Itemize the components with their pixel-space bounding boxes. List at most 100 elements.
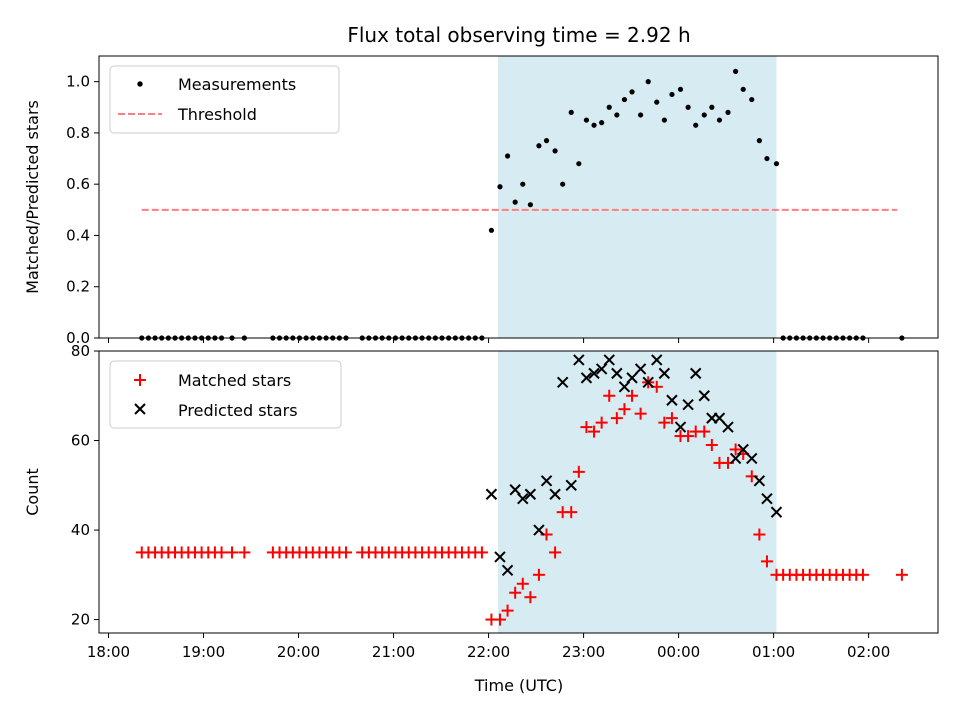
predicted-stars-point (540, 475, 553, 487)
measurements-point (536, 143, 542, 149)
measurements-point (685, 104, 691, 110)
matched-stars-point (226, 546, 239, 559)
matched-stars-point (665, 412, 678, 425)
matched-stars-point (895, 568, 908, 581)
predicted-stars-point (666, 394, 678, 406)
measurements-point (645, 79, 651, 85)
predicted-stars-point (588, 367, 600, 380)
matched-stars-point (501, 604, 514, 617)
measurements-point (504, 153, 511, 159)
predicted-stars-point (746, 452, 758, 465)
x-tick-label: 20:00 (277, 643, 320, 661)
predicted-stars-point (549, 488, 561, 500)
predicted-stars-point (603, 354, 615, 366)
x-tick-label: 22:00 (467, 643, 510, 661)
predicted-stars-point (713, 412, 726, 424)
bottom-y-tick-label: 80 (71, 342, 90, 360)
predicted-stars-point (556, 376, 569, 389)
measurements-point (733, 68, 739, 74)
measurements-point (654, 99, 660, 105)
matched-stars-point (626, 389, 639, 402)
matched-stars-point (610, 412, 623, 425)
measurements-point (693, 122, 699, 128)
predicted-stars-point (682, 399, 694, 411)
predicted-stars-point (501, 564, 514, 577)
predicted-stars-point (573, 354, 585, 366)
predicted-stars-point (565, 479, 577, 491)
measurements-point (543, 138, 550, 144)
predicted-stars-point (533, 524, 545, 536)
top-ticks: 0.0 0.2 0.4 0.6 0.8 1.0 (66, 73, 870, 347)
legend-measurements-marker (137, 81, 143, 87)
predicted-stars-point (517, 493, 529, 505)
top-axes-frame (98, 55, 939, 339)
matched-stars-point (634, 407, 647, 420)
predicted-stars-point (634, 363, 647, 375)
top-y-tick-label: 0.6 (66, 175, 90, 193)
matched-stars-point (549, 546, 562, 559)
matched-stars-point (729, 443, 742, 456)
matched-stars-point (658, 416, 671, 429)
measurements-point (749, 96, 755, 103)
predicted-stars-point (626, 372, 638, 384)
measurements-point (637, 112, 644, 118)
measurements-point (740, 86, 746, 92)
measurements-point (599, 120, 605, 126)
measurements-point (629, 89, 635, 95)
measurements-point (716, 117, 723, 123)
measurements-point (520, 181, 526, 187)
bottom-axes-frame (98, 350, 939, 634)
bottom-legend-box (109, 360, 342, 429)
matched-stars-point (340, 546, 353, 559)
measurements-point (614, 112, 620, 118)
measurements-point (709, 104, 715, 110)
bottom-shaded-span (498, 351, 777, 633)
measurements-point (677, 86, 684, 92)
predicted-stars-point (611, 367, 623, 380)
predicted-stars-point (737, 443, 749, 456)
measurements-point (669, 91, 675, 98)
matched-stars-point (705, 439, 718, 451)
bottom-y-tick-label: 40 (71, 521, 90, 539)
legend-matched-label: Matched stars (178, 371, 291, 390)
top-panel: 0.0 0.2 0.4 0.6 0.8 1.0 Matched/Predicted sta… (23, 55, 939, 347)
chart-title: Flux total observing time = 2.92 h (347, 23, 690, 47)
predicted-stars-point (722, 421, 734, 433)
matched-stars-point (532, 568, 545, 581)
matched-stars-point (524, 591, 537, 604)
x-tick-label: 21:00 (372, 643, 415, 661)
bottom-y-axis-label: Count (23, 468, 42, 516)
matched-stars-point (238, 546, 251, 559)
measurements-point (488, 227, 495, 233)
predicted-stars-point (494, 551, 506, 563)
top-y-tick-label: 0.2 (66, 278, 90, 296)
top-y-tick-label: 0.0 (66, 329, 90, 347)
matched-stars-point (682, 430, 695, 443)
matched-stars-point (595, 416, 608, 429)
x-tick-label: 00:00 (657, 643, 700, 661)
bottom-marks (135, 354, 908, 626)
measurements-point (621, 96, 628, 103)
top-legend-box (109, 65, 340, 134)
matched-stars-point (698, 425, 711, 438)
x-tick-label: 18:00 (87, 643, 130, 661)
legend-matched-marker (134, 374, 146, 386)
measurements-point (552, 148, 558, 154)
matched-stars-point (753, 528, 766, 541)
measurements-point (568, 109, 574, 115)
measurements-point (591, 122, 597, 128)
matched-stars-point (572, 465, 585, 478)
bottom-panel: 20 40 60 80 18:00 19:00 20:00 21:00 22:00 23:00 00… (23, 342, 939, 661)
matched-stars-point (588, 425, 601, 438)
matched-stars-point (475, 546, 488, 559)
measurements-point (560, 181, 566, 187)
legend-predicted-marker (134, 403, 146, 415)
x-tick-label: 19:00 (182, 643, 225, 661)
measurements-point (773, 161, 780, 167)
predicted-stars-point (689, 367, 702, 380)
measurements-point (583, 117, 590, 123)
legend-predicted-label: Predicted stars (178, 401, 298, 420)
measurements-point (756, 138, 762, 144)
top-shaded-span (498, 56, 777, 338)
